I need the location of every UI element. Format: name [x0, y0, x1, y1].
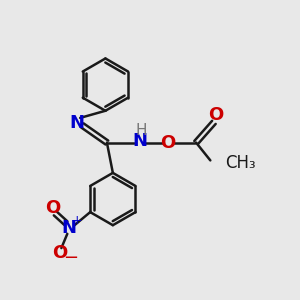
Text: N: N [61, 220, 76, 238]
Text: +: + [72, 214, 83, 226]
Text: N: N [70, 114, 85, 132]
Text: CH₃: CH₃ [225, 154, 256, 172]
Text: O: O [160, 134, 176, 152]
Text: O: O [208, 106, 223, 124]
Text: −: − [64, 249, 79, 267]
Text: N: N [132, 132, 147, 150]
Text: O: O [52, 244, 68, 262]
Text: O: O [45, 199, 60, 217]
Text: H: H [135, 123, 147, 138]
